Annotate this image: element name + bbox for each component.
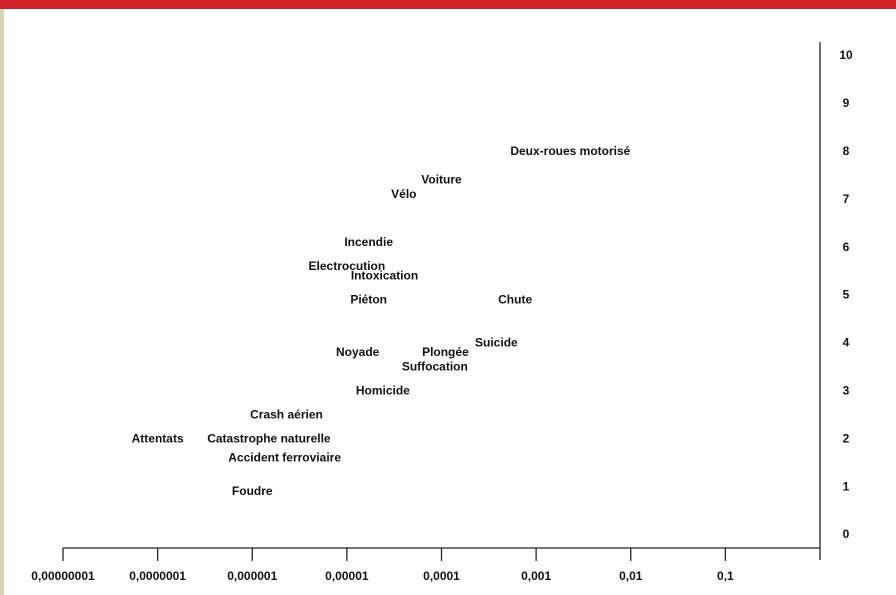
y-tick-label: 9: [843, 96, 850, 110]
point-label: Catastrophe naturelle: [207, 431, 331, 445]
point-label: Incendie: [344, 235, 393, 249]
y-tick-label: 0: [843, 527, 850, 541]
x-tick-label: 0,00000001: [31, 569, 95, 583]
point-label: Suicide: [475, 336, 518, 350]
point-label: Piéton: [350, 292, 387, 306]
point-label: Noyade: [336, 345, 380, 359]
top-bar: [0, 0, 896, 9]
x-tick-label: 0,0000001: [129, 569, 186, 583]
y-tick-label: 10: [839, 48, 853, 62]
y-tick-label: 2: [843, 431, 850, 445]
x-tick-label: 0,00001: [325, 569, 369, 583]
point-label: Accident ferroviaire: [228, 451, 341, 465]
point-label: Foudre: [232, 484, 273, 498]
point-label: Deux-roues motorisé: [510, 144, 630, 158]
point-label: Homicide: [356, 383, 410, 397]
x-tick-label: 0,000001: [227, 569, 277, 583]
y-tick-label: 7: [843, 192, 850, 206]
y-tick-label: 6: [843, 240, 850, 254]
point-label: Chute: [498, 292, 532, 306]
point-label: Voiture: [421, 173, 462, 187]
point-label: Vélo: [391, 187, 416, 201]
point-label: Electrocution: [309, 259, 386, 273]
point-label: Plongée: [422, 345, 469, 359]
point-label: Crash aérien: [250, 407, 323, 421]
y-tick-label: 3: [843, 383, 850, 397]
x-tick-label: 0,001: [521, 569, 551, 583]
point-label: Suffocation: [402, 360, 468, 374]
left-border: [0, 9, 4, 595]
y-tick-label: 4: [843, 336, 850, 350]
x-tick-label: 0,1: [717, 569, 734, 583]
point-label: Attentats: [132, 431, 184, 445]
y-tick-label: 8: [843, 144, 850, 158]
x-tick-label: 0,0001: [423, 569, 460, 583]
point-label: Intoxication: [351, 269, 418, 283]
y-tick-label: 1: [843, 479, 850, 493]
y-tick-label: 5: [843, 288, 850, 302]
x-tick-label: 0,01: [619, 569, 643, 583]
